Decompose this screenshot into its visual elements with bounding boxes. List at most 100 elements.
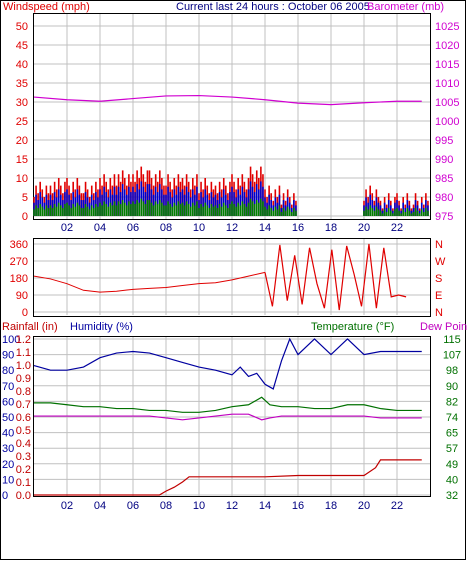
windspeed-tick-label: 35 [16, 78, 28, 90]
x-tick-label: 22 [391, 500, 403, 512]
compass-tick-label: E [435, 290, 442, 302]
x-tick-label: 16 [292, 500, 304, 512]
rain-tick-label: 0.6 [16, 412, 31, 424]
barometer-tick-label: 1010 [435, 78, 459, 90]
rain-tick-label: 0.4 [16, 438, 31, 450]
barometer-tick-label: 1025 [435, 21, 459, 33]
data-series [33, 94, 429, 496]
rainfall-axis-title: Rainfall (in) [2, 321, 58, 333]
temperature-tick-label: 90 [446, 381, 458, 393]
direction-tick-label: 90 [16, 290, 28, 302]
windspeed-tick-label: 0 [22, 211, 28, 223]
rain-tick-label: 0.7 [16, 399, 31, 411]
rain-tick-label: 0.0 [16, 490, 31, 502]
humidity-tick-label: 50 [2, 412, 14, 424]
compass-tick-label: W [435, 256, 446, 268]
temperature-line [34, 396, 422, 413]
humidity-tick-label: 10 [2, 474, 14, 486]
x-tick-label: 06 [127, 500, 139, 512]
barometer-tick-label: 980 [435, 192, 453, 204]
rain-tick-label: 0.3 [16, 451, 31, 463]
humidity-tick-label: 40 [2, 428, 14, 440]
humidity-tick-label: 60 [2, 396, 14, 408]
wind-panel-frame [33, 13, 431, 220]
windspeed-tick-label: 5 [22, 192, 28, 204]
temperature-tick-label: 115 [443, 334, 461, 346]
humidity-line [33, 337, 422, 390]
direction-panel-frame [33, 238, 431, 317]
windspeed-tick-label: 10 [16, 173, 28, 185]
barometer-tick-label: 995 [435, 135, 453, 147]
x-tick-label: 14 [259, 222, 271, 234]
rain-tick-label: 1.0 [16, 360, 31, 372]
rain-tick-label: 0.1 [16, 477, 31, 489]
rain-tick-label: 1.2 [16, 334, 31, 346]
direction-tick-label: 270 [10, 256, 28, 268]
rain-tick-label: 0.5 [16, 425, 31, 437]
x-tick-label: 06 [127, 222, 139, 234]
temperature-tick-label: 40 [446, 474, 458, 486]
barometer-axis-title: Barometer (mb) [367, 1, 444, 13]
temperature-tick-label: 98 [446, 365, 458, 377]
windspeed-tick-label: 30 [16, 97, 28, 109]
barometer-tick-label: 985 [435, 173, 453, 185]
windspeed-axis-title: Windspeed (mph) [3, 1, 90, 13]
tick-labels: 02 04 06 08 10 12 14 16 18 20 22 02 04 06 08 10 12 14 16 18… [2, 21, 461, 512]
weather-panel-frame [33, 336, 431, 497]
x-tick-label: 10 [193, 500, 205, 512]
date-title: Current last 24 hours : October 06 2005 [176, 1, 370, 13]
x-tick-label: 02 [61, 500, 73, 512]
windspeed-tick-label: 50 [16, 21, 28, 33]
humidity-tick-label: 20 [2, 459, 14, 471]
x-tick-label: 04 [94, 222, 106, 234]
temperature-tick-label: 49 [446, 459, 458, 471]
x-tick-label: 20 [358, 500, 370, 512]
x-tick-label: 08 [160, 222, 172, 234]
temperature-tick-label: 107 [443, 350, 461, 362]
humidity-axis-title: Humidity (%) [70, 321, 133, 333]
x-tick-label: 10 [193, 222, 205, 234]
compass-tick-label: N [435, 307, 443, 319]
rain-tick-label: 1.1 [16, 347, 31, 359]
barometer-tick-label: 975 [435, 211, 453, 223]
temperature-tick-label: 65 [446, 428, 458, 440]
direction-tick-label: 0 [22, 307, 28, 319]
humidity-tick-label: 90 [2, 350, 14, 362]
x-tick-label: 18 [325, 500, 337, 512]
windspeed-tick-label: 15 [16, 154, 28, 166]
direction-tick-label: 360 [10, 239, 28, 251]
humidity-tick-label: 100 [2, 334, 20, 346]
barometer-tick-label: 1015 [435, 59, 459, 71]
x-tick-label: 02 [61, 222, 73, 234]
x-tick-label: 20 [358, 222, 370, 234]
x-tick-label: 08 [160, 500, 172, 512]
compass-tick-label: S [435, 273, 442, 285]
x-tick-label: 12 [226, 500, 238, 512]
x-tick-label: 04 [94, 500, 106, 512]
x-tick-label: 22 [391, 222, 403, 234]
windspeed-tick-label: 45 [16, 40, 28, 52]
wind-direction-line [33, 271, 266, 293]
barometer-tick-label: 1020 [435, 40, 459, 52]
wind-direction-erratic-line [264, 243, 407, 311]
rain-tick-label: 0.2 [16, 464, 31, 476]
x-tick-label: 14 [259, 500, 271, 512]
rain-tick-label: 0.9 [16, 373, 31, 385]
temperature-tick-label: 74 [446, 412, 458, 424]
x-tick-label: 16 [292, 222, 304, 234]
compass-tick-label: N [435, 239, 443, 251]
barometer-tick-label: 1005 [435, 97, 459, 109]
temperature-axis-title: Temperature (°F) [311, 321, 394, 333]
direction-tick-label: 180 [10, 273, 28, 285]
humidity-tick-label: 0 [2, 490, 8, 502]
temperature-tick-label: 82 [446, 396, 458, 408]
humidity-tick-label: 80 [2, 365, 14, 377]
windspeed-tick-label: 20 [16, 135, 28, 147]
x-tick-label: 12 [226, 222, 238, 234]
windspeed-tick-label: 25 [16, 116, 28, 128]
x-tick-label: 18 [325, 222, 337, 234]
rainfall-line [34, 459, 422, 496]
barometer-tick-label: 1000 [435, 116, 459, 128]
